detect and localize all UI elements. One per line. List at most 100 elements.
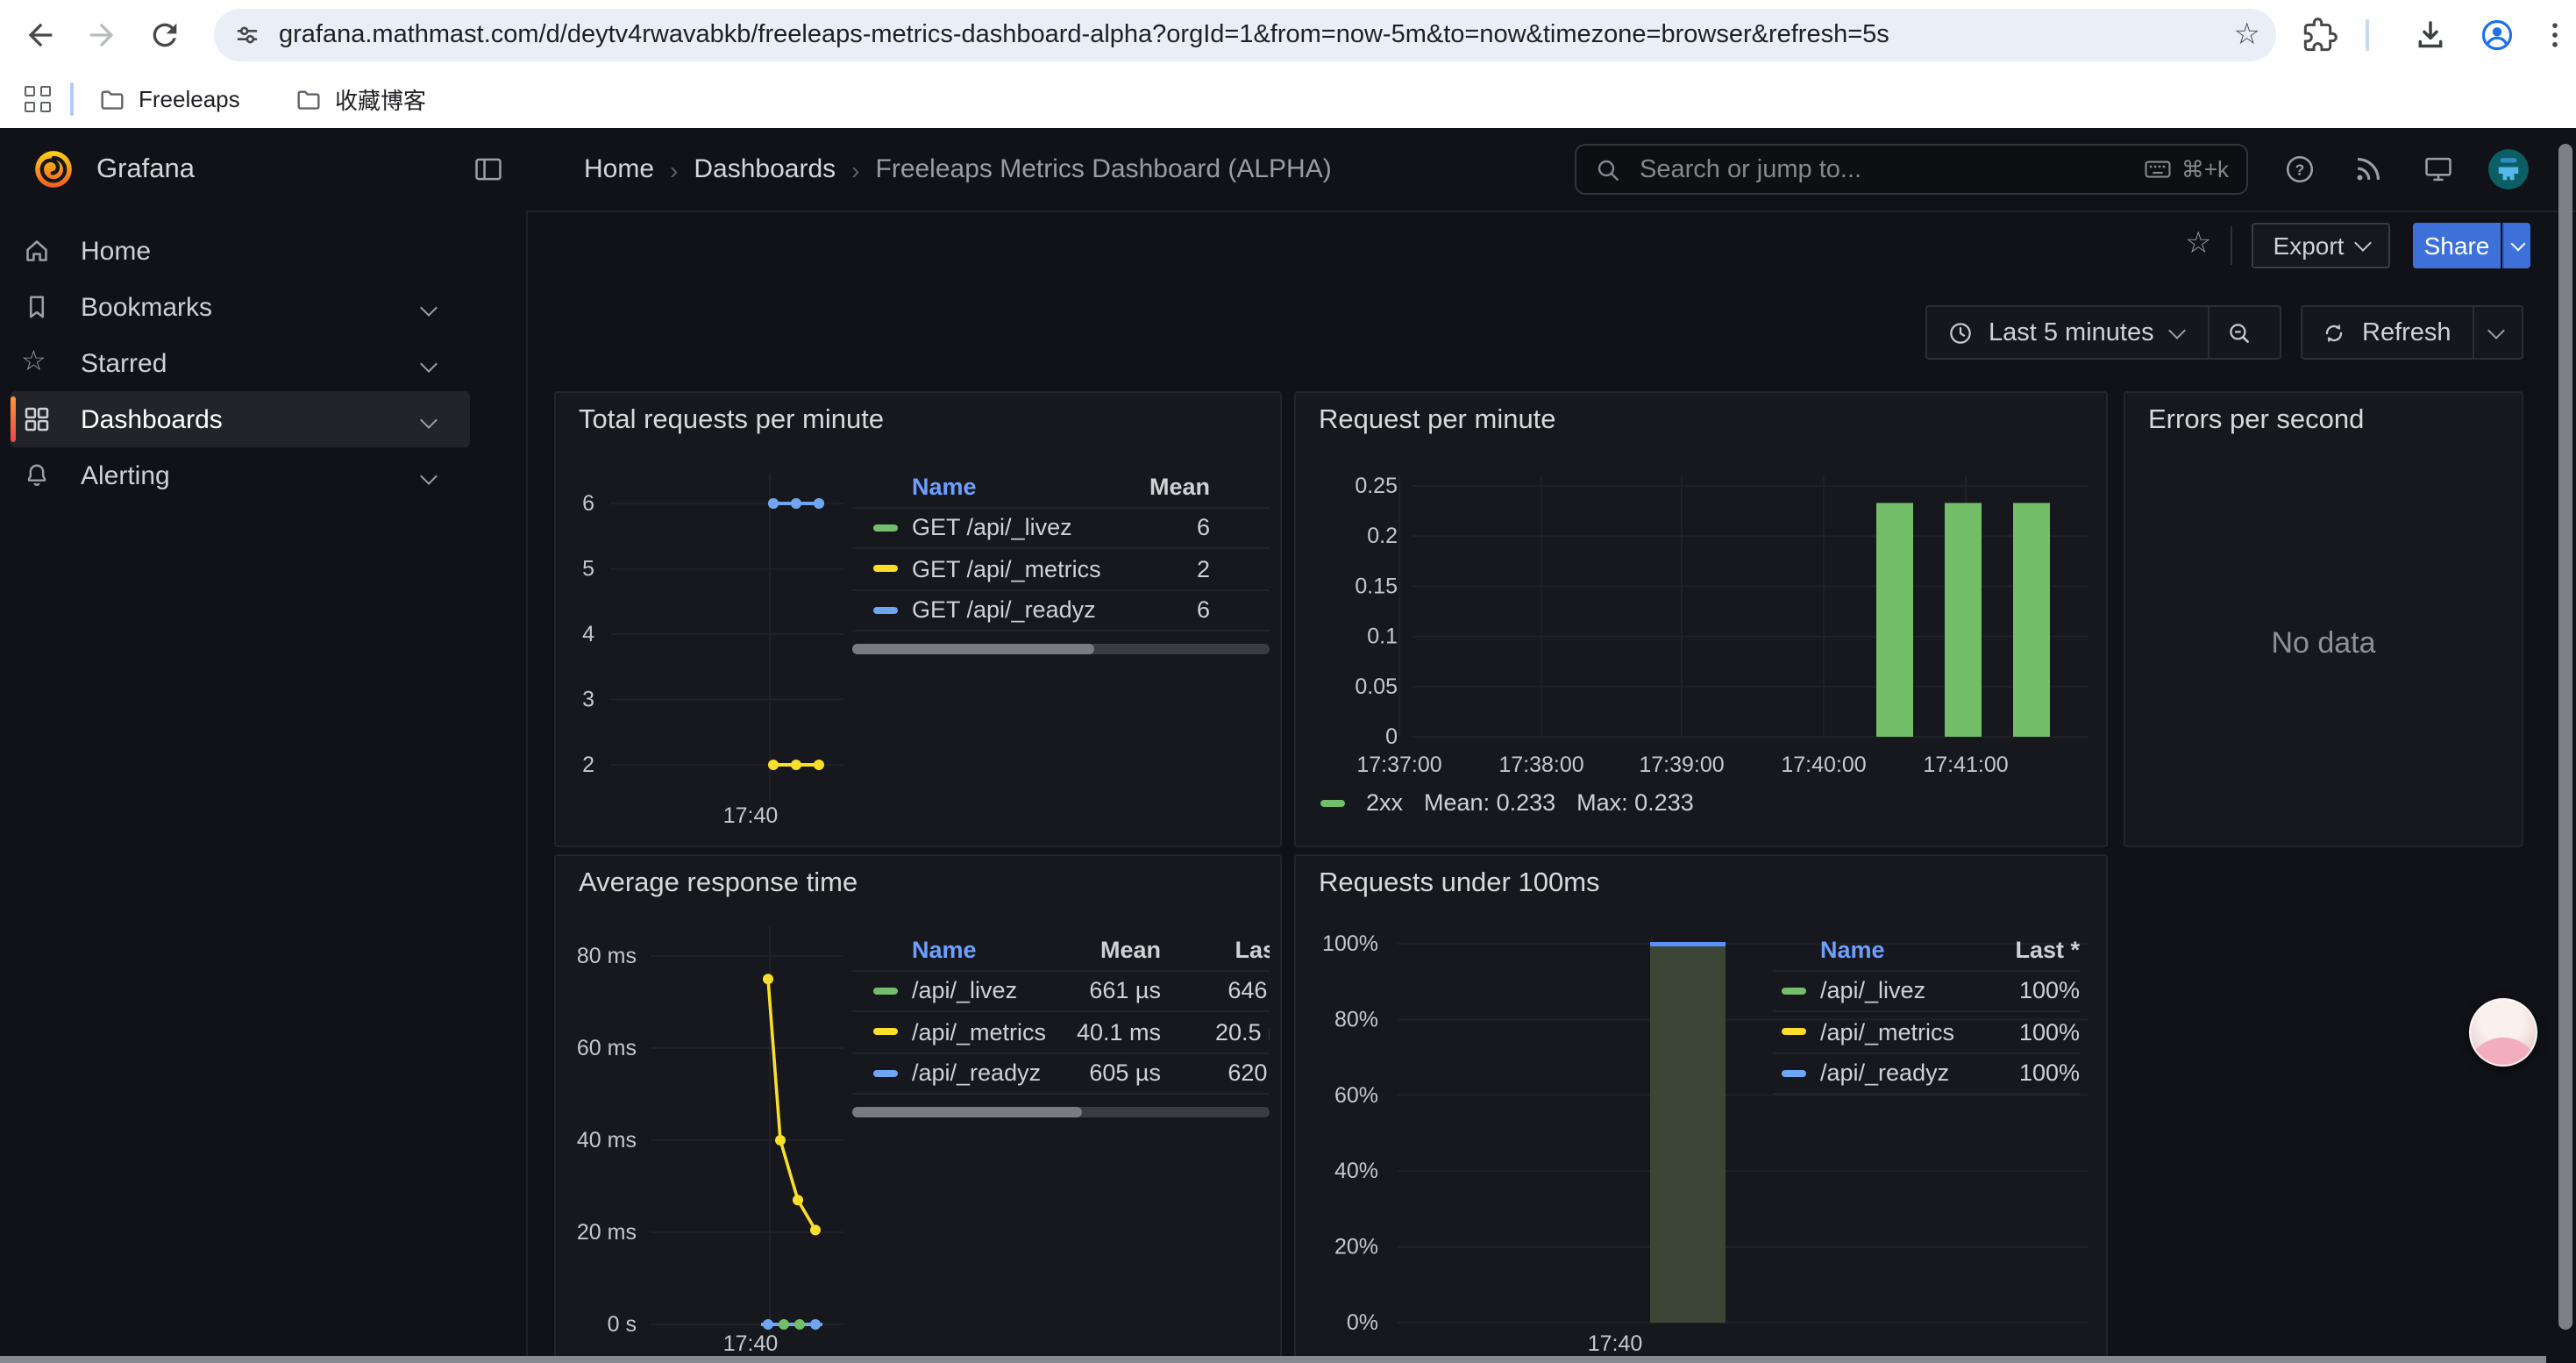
svg-text:20 ms: 20 ms — [577, 1220, 637, 1245]
series-color-pill — [873, 524, 898, 532]
help-icon[interactable]: ? — [2283, 153, 2316, 186]
panel-title[interactable]: Errors per second — [2148, 405, 2365, 435]
legend-row[interactable]: GET /api/_metrics 2 — [852, 549, 1270, 590]
legend-scrollbar[interactable] — [852, 1107, 1270, 1117]
favorite-dashboard-star-icon[interactable]: ☆ — [2185, 226, 2212, 260]
legend-col-mean[interactable]: Mean — [1099, 936, 1161, 963]
back-icon[interactable] — [23, 18, 58, 53]
sidebar-item-starred[interactable]: ☆ Starred — [0, 335, 526, 391]
time-range-picker[interactable]: Last 5 minutes — [1925, 305, 2281, 360]
panel-errors-per-second: Errors per second No data — [2124, 391, 2523, 847]
profile-icon[interactable] — [2480, 18, 2515, 53]
svg-text:80 ms: 80 ms — [577, 944, 637, 968]
extensions-icon[interactable] — [2302, 18, 2338, 53]
reload-icon[interactable] — [147, 18, 182, 53]
legend-col-last[interactable]: Last * — [2015, 936, 2080, 963]
site-info-icon[interactable] — [233, 21, 261, 49]
panel-title[interactable]: Total requests per minute — [579, 405, 885, 435]
series-value: 2 — [1196, 555, 1210, 582]
panel-title[interactable]: Average response time — [579, 868, 858, 898]
legend-table: Name Mean Last * /api/_livez 661 µs 646 µs/ap… — [852, 930, 1270, 1117]
keyboard-icon — [2145, 161, 2171, 178]
legend-col-last[interactable]: Last * — [1235, 936, 1270, 963]
legend-scrollbar[interactable] — [852, 644, 1270, 654]
series-value: 100% — [2018, 1018, 2080, 1045]
search-box[interactable]: ⌘+k — [1575, 144, 2248, 195]
panel-title[interactable]: Requests under 100ms — [1319, 868, 1600, 898]
refresh-interval-chevron-icon[interactable] — [2487, 321, 2505, 339]
svg-text:0: 0 — [1385, 724, 1398, 749]
downloads-icon[interactable] — [2413, 18, 2448, 53]
vertical-scrollbar[interactable] — [2558, 144, 2572, 1330]
breadcrumb-dashboards[interactable]: Dashboards — [694, 154, 836, 184]
clock-icon — [1950, 322, 1971, 343]
folder-icon — [297, 89, 320, 109]
share-menu-button[interactable] — [2502, 223, 2530, 268]
browser-toolbar: grafana.mathmast.com/d/deytv4rwavabkb/fr… — [0, 0, 2576, 70]
svg-text:5: 5 — [582, 557, 594, 582]
browser-chrome: grafana.mathmast.com/d/deytv4rwavabkb/fr… — [0, 0, 2576, 128]
series-color-pill — [873, 565, 898, 573]
chevron-down-icon[interactable] — [420, 467, 438, 484]
search-input[interactable] — [1636, 153, 2129, 185]
sidebar-item-home[interactable]: Home — [0, 223, 526, 279]
series-color-pill — [1782, 1069, 1806, 1077]
breadcrumb-home[interactable]: Home — [584, 154, 655, 184]
legend-row[interactable]: /api/_readyz 605 µs 620 µs — [852, 1053, 1270, 1095]
browser-menu-icon[interactable] — [2537, 18, 2572, 53]
chevron-down-icon[interactable] — [420, 354, 438, 372]
url-bar[interactable]: grafana.mathmast.com/d/deytv4rwavabkb/fr… — [214, 9, 2276, 61]
legend-row[interactable]: /api/_readyz 100% — [1773, 1053, 2080, 1095]
chart-average-response-time: 80 ms 60 ms 40 ms 20 ms 0 s 17:40 — [577, 926, 843, 1356]
forward-icon[interactable] — [84, 18, 119, 53]
legend-table: Name Mean GET /api/_livez 6 GET /api/_metric… — [852, 467, 1270, 654]
bookmark-star-icon[interactable]: ☆ — [2233, 18, 2261, 51]
sidebar-item-bookmarks[interactable]: Bookmarks — [0, 279, 526, 335]
apps-grid-icon[interactable] — [25, 86, 50, 111]
legend-col-name[interactable]: Name — [912, 936, 977, 963]
bookmark-folder-freeleaps[interactable]: Freeleaps — [98, 77, 240, 121]
sidebar-item-alerting[interactable]: Alerting — [0, 447, 526, 503]
user-avatar[interactable] — [2487, 147, 2530, 191]
sidebar-item-dashboards[interactable]: Dashboards — [0, 391, 526, 447]
export-button[interactable]: Export — [2252, 223, 2390, 268]
url-text[interactable]: grafana.mathmast.com/d/deytv4rwavabkb/fr… — [279, 21, 1889, 49]
share-button[interactable]: Share — [2413, 223, 2501, 268]
series-color-pill — [1782, 1028, 1806, 1036]
zoom-out-icon[interactable] — [2226, 318, 2254, 346]
series-color-pill — [1320, 799, 1345, 806]
grafana-logo[interactable] — [32, 147, 75, 191]
legend-row[interactable]: /api/_metrics 100% — [1773, 1012, 2080, 1053]
series-name: /api/_readyz — [1820, 1060, 1950, 1087]
panel-title[interactable]: Request per minute — [1319, 405, 1556, 435]
legend-row[interactable]: /api/_livez 661 µs 646 µs — [852, 971, 1270, 1012]
series-value: 100% — [2018, 1060, 2080, 1087]
svg-text:0.05: 0.05 — [1355, 674, 1398, 699]
legend-row[interactable]: GET /api/_readyz 6 — [852, 590, 1270, 632]
chevron-down-icon[interactable] — [420, 298, 438, 316]
panel-request-per-minute: Request per minute 0.25 0.2 0.15 0.1 0.05 0 17… — [1294, 391, 2108, 847]
legend-col-name[interactable]: Name — [912, 473, 977, 500]
legend-row[interactable]: /api/_metrics 40.1 ms 20.5 ms — [852, 1012, 1270, 1053]
legend-row[interactable]: 2xx Mean: 0.233 Max: 0.233 — [1320, 789, 1694, 816]
legend-row[interactable]: /api/_livez 100% — [1773, 971, 2080, 1012]
refresh-button[interactable]: Refresh — [2301, 305, 2523, 360]
panel-requests-under-100ms: Requests under 100ms 100% 80% 60% 40% 20% 0% 1… — [1294, 854, 2108, 1363]
horizontal-scrollbar[interactable] — [0, 1355, 2546, 1363]
dock-sidebar-icon[interactable] — [472, 153, 505, 186]
series-name[interactable]: 2xx — [1366, 789, 1404, 816]
series-name: GET /api/_livez — [912, 514, 1072, 541]
bookmark-folder-blogs[interactable]: 收藏博客 — [295, 77, 426, 121]
news-rss-icon[interactable] — [2352, 153, 2385, 186]
legend-row[interactable]: GET /api/_livez 6 — [852, 508, 1270, 549]
series-value: 6 — [1196, 514, 1210, 541]
assistant-avatar-widget[interactable] — [2469, 998, 2537, 1067]
legend-col-mean[interactable]: Mean — [1149, 473, 1210, 500]
bookmarks-bar: Freeleaps 收藏博客 — [0, 70, 2576, 128]
grafana-brand[interactable]: Grafana — [96, 154, 196, 184]
monitor-icon[interactable] — [2422, 153, 2455, 186]
legend-col-name[interactable]: Name — [1820, 936, 1885, 963]
divider — [2208, 307, 2210, 358]
svg-text:20%: 20% — [1334, 1235, 1378, 1260]
refresh-sync-icon — [2325, 323, 2343, 342]
